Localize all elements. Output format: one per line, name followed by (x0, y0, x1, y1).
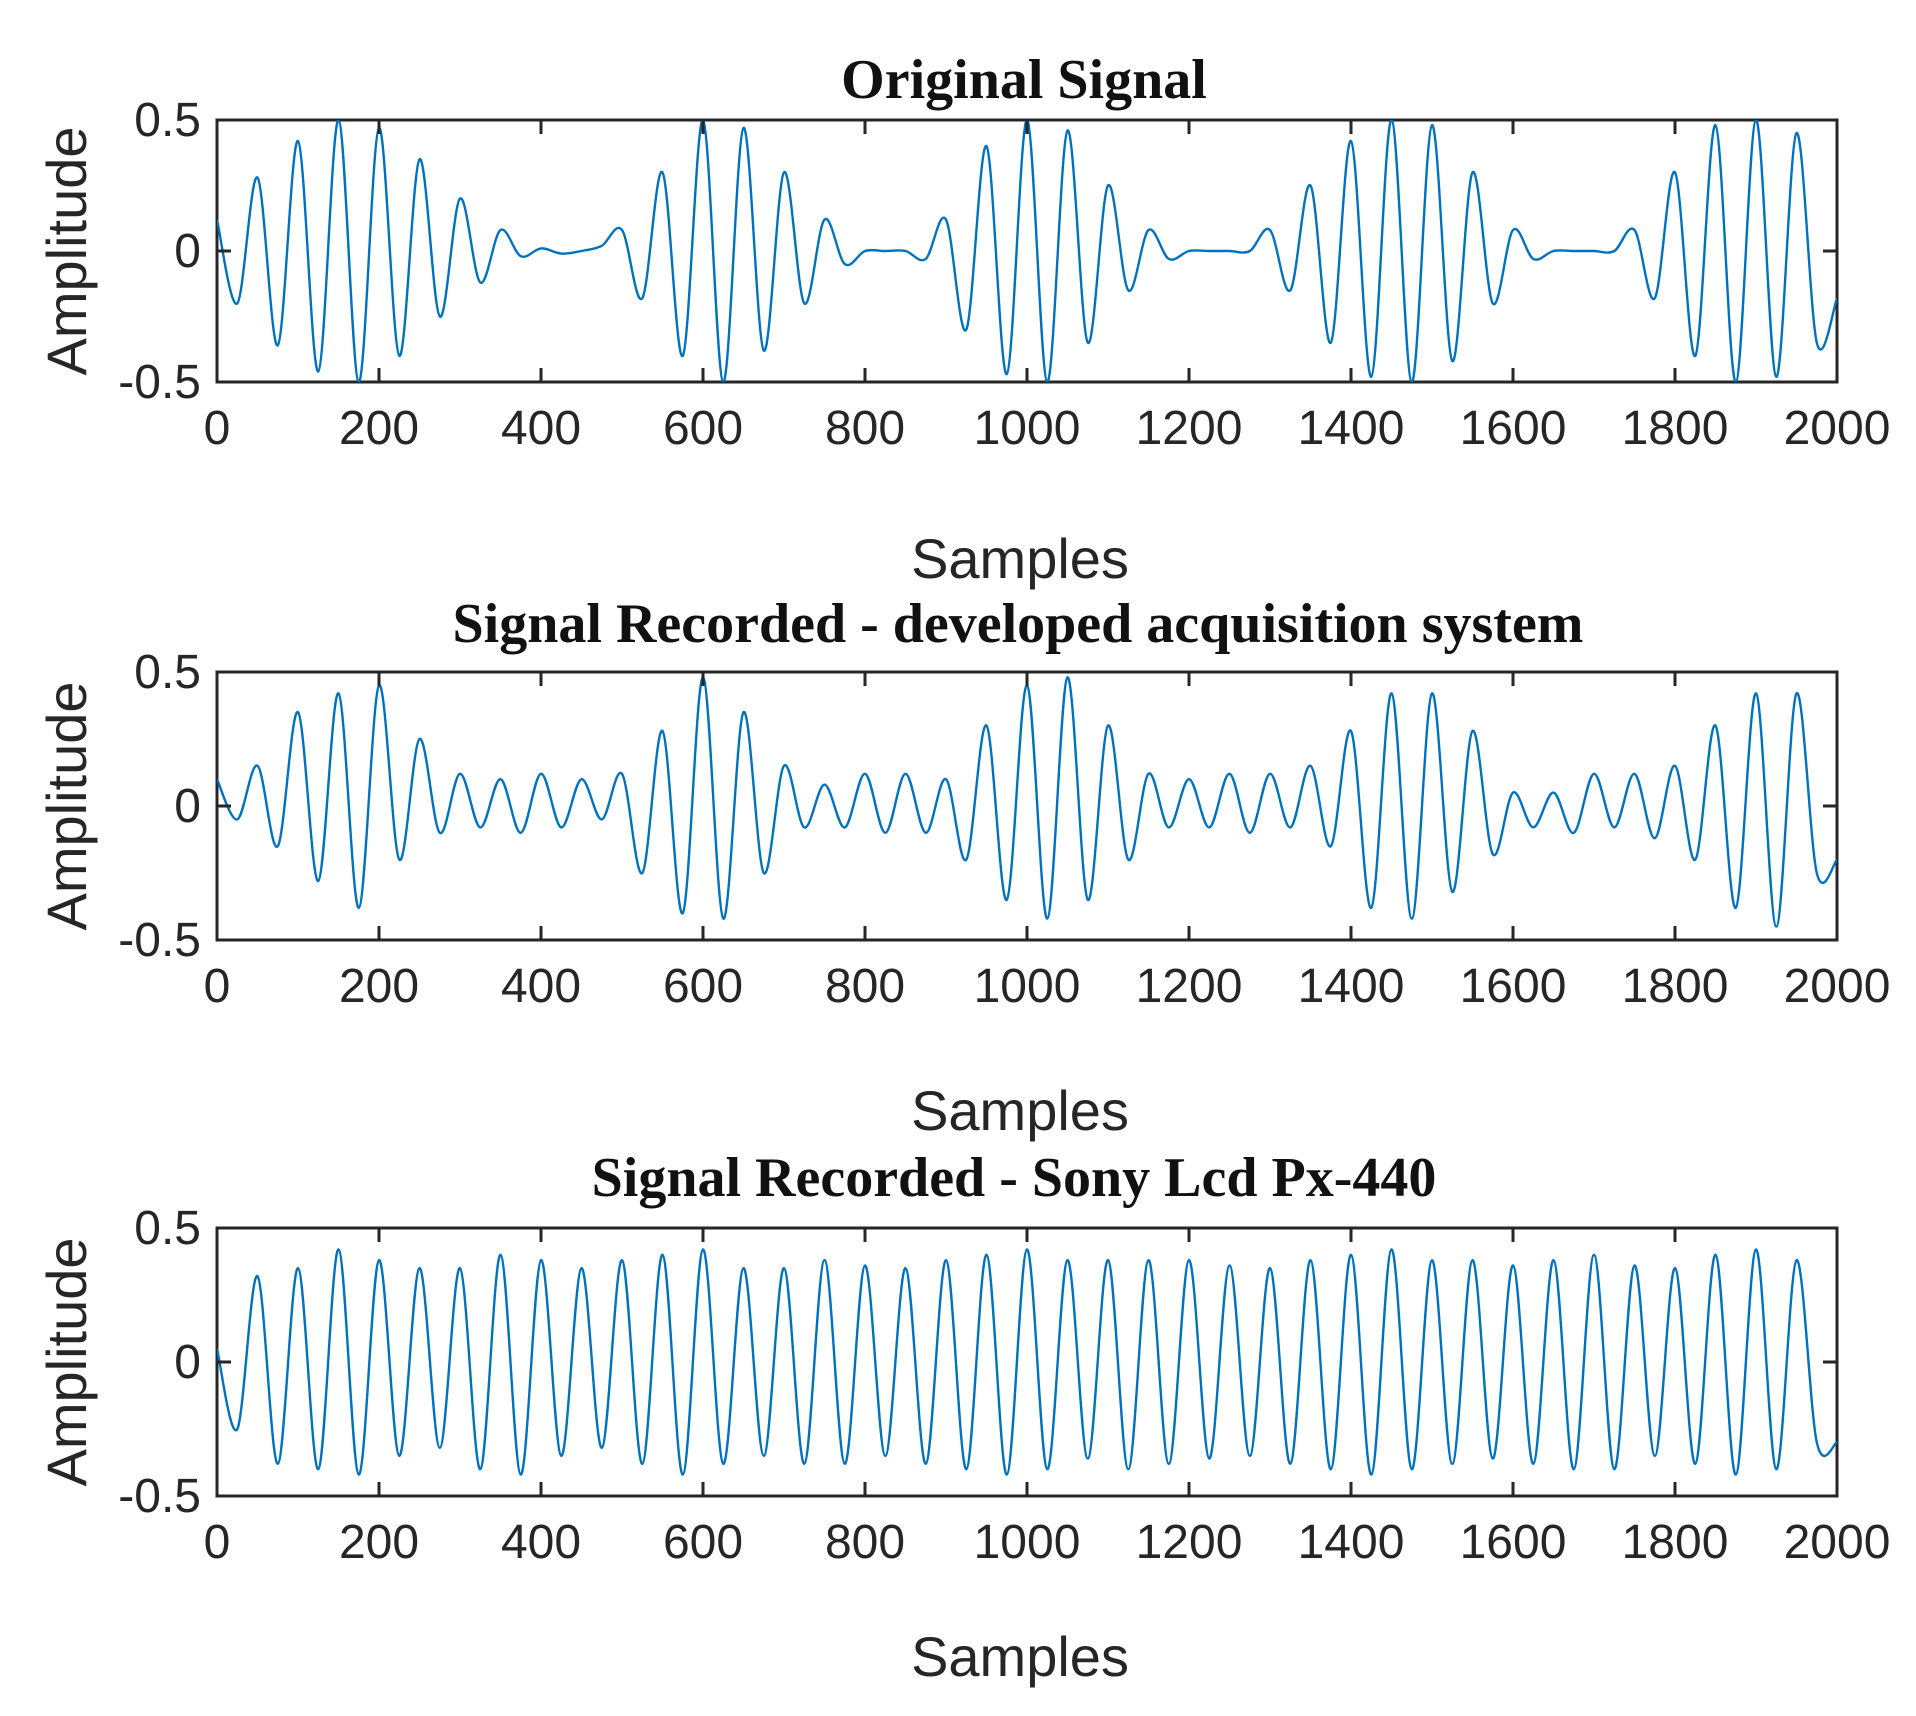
y-tick-label: -0.5 (118, 356, 201, 409)
x-axis-label: Samples (911, 527, 1129, 590)
x-tick-label: 1600 (1460, 1516, 1567, 1569)
y-tick-label: 0.5 (134, 1202, 201, 1255)
y-tick-label: 0.5 (134, 94, 201, 147)
x-tick-label: 1200 (1136, 960, 1243, 1013)
y-axis-label: Amplitude (35, 681, 98, 930)
y-axis-ticks: -0.5 0 0.5 (118, 646, 1837, 967)
x-tick-label: 1600 (1460, 960, 1567, 1013)
x-tick-label: 200 (339, 1516, 419, 1569)
chart-title: Original Signal (841, 49, 1207, 111)
x-axis-ticks: 0 200 400 600 800 1000 1200 1400 1600 1800 2000 (204, 1228, 1891, 1569)
signal-line (217, 1248, 1837, 1476)
x-tick-label: 1000 (974, 402, 1081, 455)
y-tick-label: -0.5 (118, 914, 201, 967)
x-tick-label: 1000 (974, 960, 1081, 1013)
y-tick-label: -0.5 (118, 1470, 201, 1523)
y-axis-label: Amplitude (35, 126, 98, 375)
signal-line (217, 676, 1837, 928)
x-tick-label: 0 (204, 960, 231, 1013)
x-tick-label: 600 (663, 402, 743, 455)
axes-frame (215, 670, 1839, 942)
y-axis-ticks: -0.5 0 0.5 (118, 94, 1837, 409)
x-tick-label: 400 (501, 1516, 581, 1569)
x-axis-label: Samples (911, 1625, 1129, 1688)
x-axis-label: Samples (911, 1079, 1129, 1142)
x-tick-label: 800 (825, 1516, 905, 1569)
x-tick-label: 200 (339, 402, 419, 455)
y-axis-label: Amplitude (35, 1237, 98, 1486)
y-tick-label: 0 (174, 1336, 201, 1389)
x-tick-label: 1800 (1622, 960, 1729, 1013)
chart-title: Signal Recorded - Sony Lcd Px-440 (592, 1147, 1437, 1209)
x-tick-label: 1400 (1298, 1516, 1405, 1569)
y-tick-label: 0 (174, 780, 201, 833)
x-tick-label: 800 (825, 402, 905, 455)
x-tick-label: 1400 (1298, 960, 1405, 1013)
x-tick-label: 1400 (1298, 402, 1405, 455)
x-tick-label: 0 (204, 1516, 231, 1569)
x-tick-label: 600 (663, 960, 743, 1013)
x-axis-ticks: 0 200 400 600 800 1000 1200 1400 1600 1800 2000 (204, 120, 1891, 455)
x-tick-label: 1800 (1622, 402, 1729, 455)
axes-frame (215, 1226, 1839, 1498)
x-tick-label: 400 (501, 960, 581, 1013)
subplot-original-signal: 0 200 400 600 800 1000 1200 1400 1600 1800 2000 -0… (35, 49, 1890, 590)
chart-title: Signal Recorded - developed acquisition … (453, 593, 1584, 655)
x-tick-label: 1800 (1622, 1516, 1729, 1569)
x-tick-label: 2000 (1784, 402, 1891, 455)
x-axis-ticks: 0 200 400 600 800 1000 1200 1400 1600 1800 2000 (204, 672, 1891, 1013)
x-tick-label: 600 (663, 1516, 743, 1569)
x-tick-label: 1600 (1460, 402, 1567, 455)
y-axis-ticks: -0.5 0 0.5 (118, 1202, 1837, 1523)
subplot-developed-acquisition-system: 0 200 400 600 800 1000 1200 1400 1600 1800 2000 -0… (35, 593, 1890, 1142)
x-tick-label: 800 (825, 960, 905, 1013)
x-tick-label: 1000 (974, 1516, 1081, 1569)
x-tick-label: 1200 (1136, 1516, 1243, 1569)
x-tick-label: 1200 (1136, 402, 1243, 455)
x-tick-label: 400 (501, 402, 581, 455)
x-tick-label: 2000 (1784, 1516, 1891, 1569)
y-tick-label: 0.5 (134, 646, 201, 699)
x-tick-label: 0 (204, 402, 231, 455)
subplot-sony-lcd-px-440: 0 200 400 600 800 1000 1200 1400 1600 1800 2000 -0… (35, 1147, 1890, 1688)
y-tick-label: 0 (174, 225, 201, 278)
x-tick-label: 200 (339, 960, 419, 1013)
x-tick-label: 2000 (1784, 960, 1891, 1013)
